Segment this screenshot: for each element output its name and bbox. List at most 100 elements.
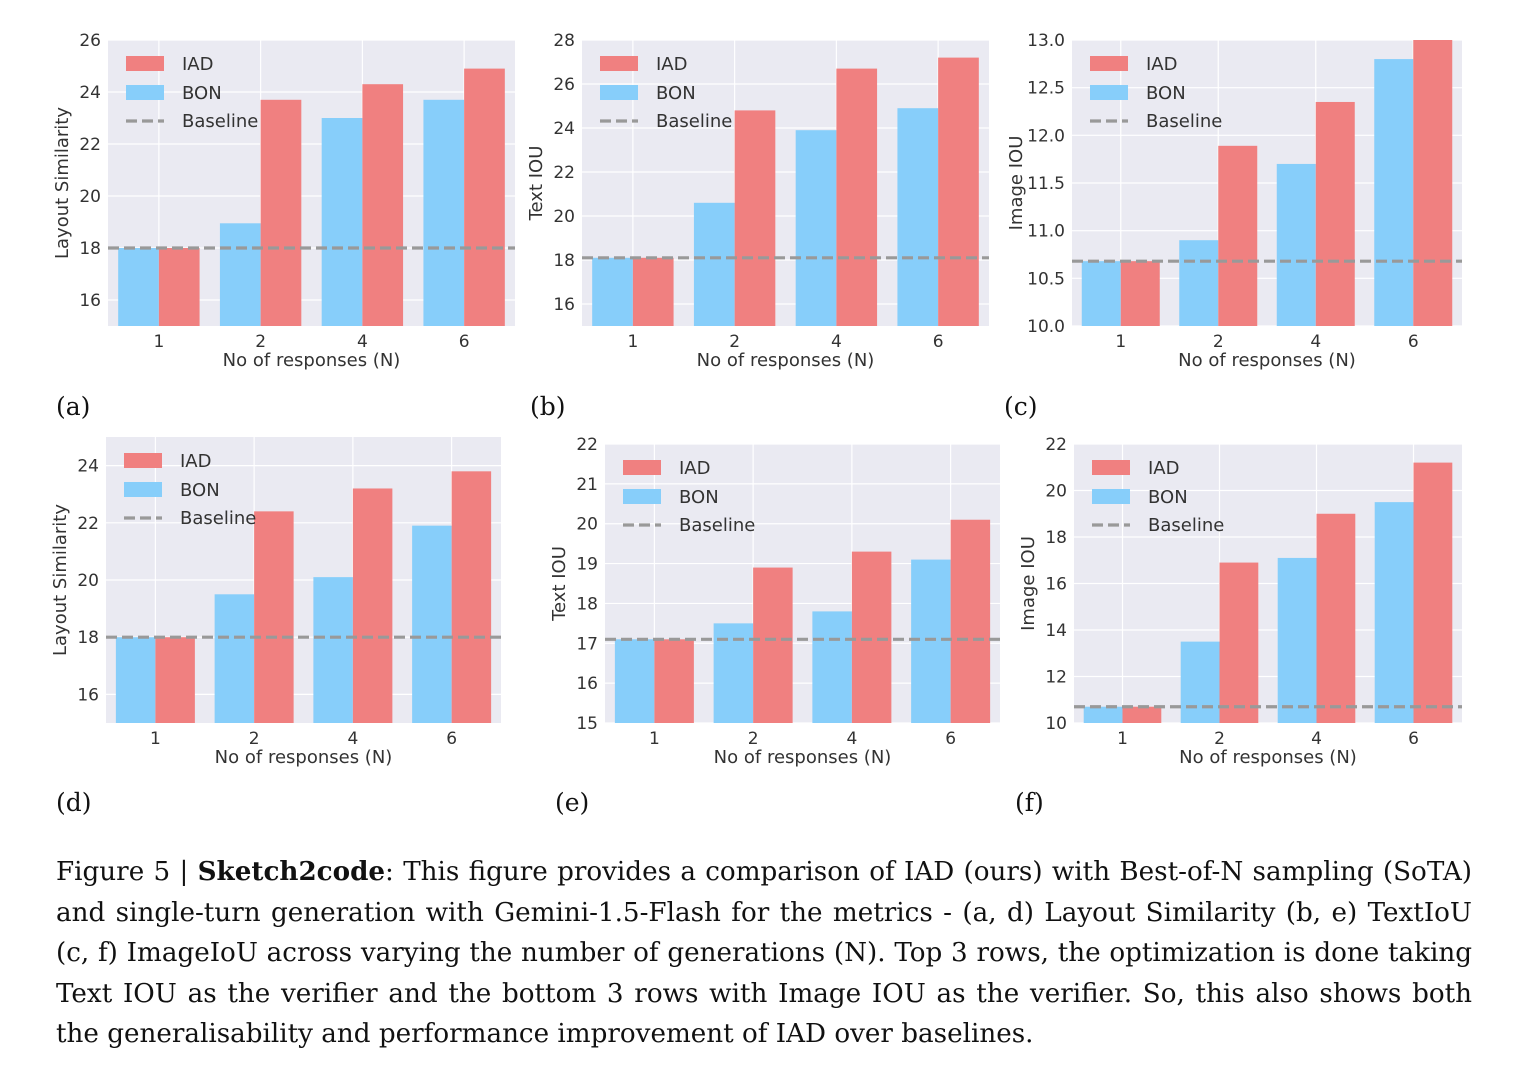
chart-3-xtick-label: 2 bbox=[249, 729, 260, 749]
chart-4-bar-iad bbox=[753, 567, 793, 723]
caption-text: : This figure provides a comparison of I… bbox=[56, 857, 1472, 1049]
chart-3-legend-bon-swatch bbox=[124, 482, 162, 497]
chart-0-ytick-label: 22 bbox=[79, 135, 101, 155]
chart-2-ytick-label: 10.5 bbox=[1027, 269, 1065, 289]
chart-5-bar-bon bbox=[1277, 557, 1317, 723]
chart-5-legend-baseline-label: Baseline bbox=[1148, 515, 1224, 536]
chart-3-legend-bon-label: BON bbox=[180, 480, 220, 501]
chart-5-ytick-label: 10 bbox=[1045, 714, 1067, 734]
chart-panel-c: 10.0 10.5 11.0 11.5 12.0 12.5 13.0 1 2 4 6 No of re… bbox=[0, 0, 1480, 380]
chart-0-bar-bon bbox=[219, 223, 261, 326]
chart-3-xtick-label: 1 bbox=[150, 729, 161, 749]
chart-2-legend-iad-swatch bbox=[1090, 56, 1128, 71]
chart-1-legend-iad-label: IAD bbox=[656, 54, 687, 75]
chart-2-xtick-label: 4 bbox=[1310, 332, 1321, 352]
chart-1-bar-iad bbox=[632, 257, 674, 326]
chart-0-bar-iad bbox=[362, 84, 404, 326]
chart-4-xlabel: No of responses (N) bbox=[714, 747, 892, 768]
chart-2-xtick-label: 2 bbox=[1213, 332, 1224, 352]
chart-5-ytick-label: 12 bbox=[1045, 668, 1067, 688]
chart-2-bar-iad bbox=[1413, 40, 1453, 326]
chart-0-legend-iad-swatch bbox=[126, 56, 164, 71]
chart-4-legend-iad-swatch bbox=[623, 460, 661, 475]
chart-4-bar-bon bbox=[911, 559, 951, 723]
chart-5-bar-iad bbox=[1219, 562, 1259, 723]
chart-3-bar-bon bbox=[412, 525, 452, 723]
chart-2-xtick-label: 1 bbox=[1115, 332, 1126, 352]
chart-1-xlabel: No of responses (N) bbox=[697, 350, 875, 371]
chart-0-legend-bon-swatch bbox=[126, 85, 164, 100]
chart-2-legend-iad-label: IAD bbox=[1146, 54, 1177, 75]
chart-2-bar-bon bbox=[1276, 163, 1316, 326]
chart-1-legend-bon-swatch bbox=[600, 85, 638, 100]
chart-3-ylabel: Layout Similarity bbox=[50, 504, 71, 656]
chart-2-ytick-label: 12.0 bbox=[1027, 126, 1065, 146]
chart-panel-e: 15 16 17 18 19 20 21 22 1 2 4 6 No of responses (N) T… bbox=[0, 0, 1010, 780]
chart-4-xtick-label: 4 bbox=[846, 729, 857, 749]
chart-0-ytick-label: 26 bbox=[79, 31, 101, 51]
chart-2-ytick-label: 13.0 bbox=[1027, 31, 1065, 51]
chart-4-bar-iad bbox=[851, 551, 892, 723]
chart-2-ytick-label: 10.0 bbox=[1027, 317, 1065, 337]
chart-4-xtick-label: 1 bbox=[649, 729, 660, 749]
chart-4-legend-bon-swatch bbox=[623, 489, 661, 504]
chart-0-ytick-label: 18 bbox=[79, 239, 101, 259]
chart-0-xtick-label: 2 bbox=[255, 332, 266, 352]
chart-5-bar-bon bbox=[1180, 641, 1220, 723]
chart-3-bar-bon bbox=[115, 637, 156, 723]
chart-5-ytick-label: 14 bbox=[1045, 621, 1067, 641]
chart-1-ytick-label: 16 bbox=[553, 295, 575, 315]
chart-3-legend-iad-swatch bbox=[124, 453, 162, 468]
chart-4-legend-bon-label: BON bbox=[679, 487, 719, 508]
chart-0-xtick-label: 6 bbox=[459, 332, 470, 352]
chart-0-bar-bon bbox=[423, 99, 465, 326]
chart-4-legend-baseline-label: Baseline bbox=[679, 515, 755, 536]
chart-1-bar-bon bbox=[592, 257, 633, 326]
chart-1-legend-bon-label: BON bbox=[656, 83, 696, 104]
chart-3-xtick-label: 4 bbox=[347, 729, 358, 749]
chart-3-ytick-label: 22 bbox=[77, 514, 99, 534]
chart-3-legend-iad-label: IAD bbox=[180, 451, 211, 472]
chart-1-legend-baseline-label: Baseline bbox=[656, 111, 732, 132]
chart-1-bar-iad bbox=[836, 68, 878, 326]
chart-4-xtick-label: 2 bbox=[748, 729, 759, 749]
chart-5-bar-iad bbox=[1413, 462, 1453, 723]
chart-3-xtick-label: 6 bbox=[446, 729, 457, 749]
chart-0-legend-bon-label: BON bbox=[182, 83, 222, 104]
chart-4-ytick-label: 17 bbox=[576, 634, 598, 654]
panel-label-a: (a) bbox=[56, 392, 91, 421]
chart-2-ytick-label: 11.0 bbox=[1027, 222, 1065, 242]
chart-4-ytick-label: 16 bbox=[576, 674, 598, 694]
chart-2-bar-iad bbox=[1218, 145, 1258, 326]
chart-3-ytick-label: 18 bbox=[77, 628, 99, 648]
chart-1-bar-bon bbox=[693, 202, 735, 326]
chart-1-xtick-label: 1 bbox=[627, 332, 638, 352]
chart-0-xlabel: No of responses (N) bbox=[223, 350, 401, 371]
chart-3-bar-iad bbox=[254, 511, 294, 723]
chart-2-legend-bon-swatch bbox=[1090, 85, 1128, 100]
chart-5-bar-bon bbox=[1083, 706, 1123, 723]
chart-1-bar-bon bbox=[795, 130, 837, 326]
chart-5-xtick-label: 6 bbox=[1408, 729, 1419, 749]
chart-0-xtick-label: 4 bbox=[357, 332, 368, 352]
chart-1-ytick-label: 28 bbox=[553, 31, 575, 51]
chart-1-ytick-label: 24 bbox=[553, 119, 575, 139]
chart-5-ytick-label: 20 bbox=[1045, 482, 1067, 502]
chart-2-legend-baseline-label: Baseline bbox=[1146, 111, 1222, 132]
chart-4-bar-iad bbox=[950, 519, 991, 723]
chart-0-legend-baseline-label: Baseline bbox=[182, 111, 258, 132]
chart-5-bar-iad bbox=[1122, 706, 1162, 723]
chart-5-bar-iad bbox=[1316, 513, 1356, 723]
chart-2-bar-iad bbox=[1315, 101, 1355, 326]
chart-1-bar-bon bbox=[897, 108, 939, 326]
chart-3-ytick-label: 16 bbox=[77, 685, 99, 705]
chart-1-ytick-label: 26 bbox=[553, 75, 575, 95]
chart-2-ylabel: Image IOU bbox=[1006, 136, 1027, 231]
chart-panel-d: 16 18 20 22 24 1 2 4 6 No of responses (N) Layout … bbox=[0, 0, 520, 780]
chart-4-ytick-label: 20 bbox=[576, 515, 598, 535]
chart-2-xtick-label: 6 bbox=[1408, 332, 1419, 352]
panel-label-c: (c) bbox=[1004, 392, 1038, 421]
chart-5-legend-iad-swatch bbox=[1092, 460, 1130, 475]
chart-0-ylabel: Layout Similarity bbox=[52, 107, 73, 259]
